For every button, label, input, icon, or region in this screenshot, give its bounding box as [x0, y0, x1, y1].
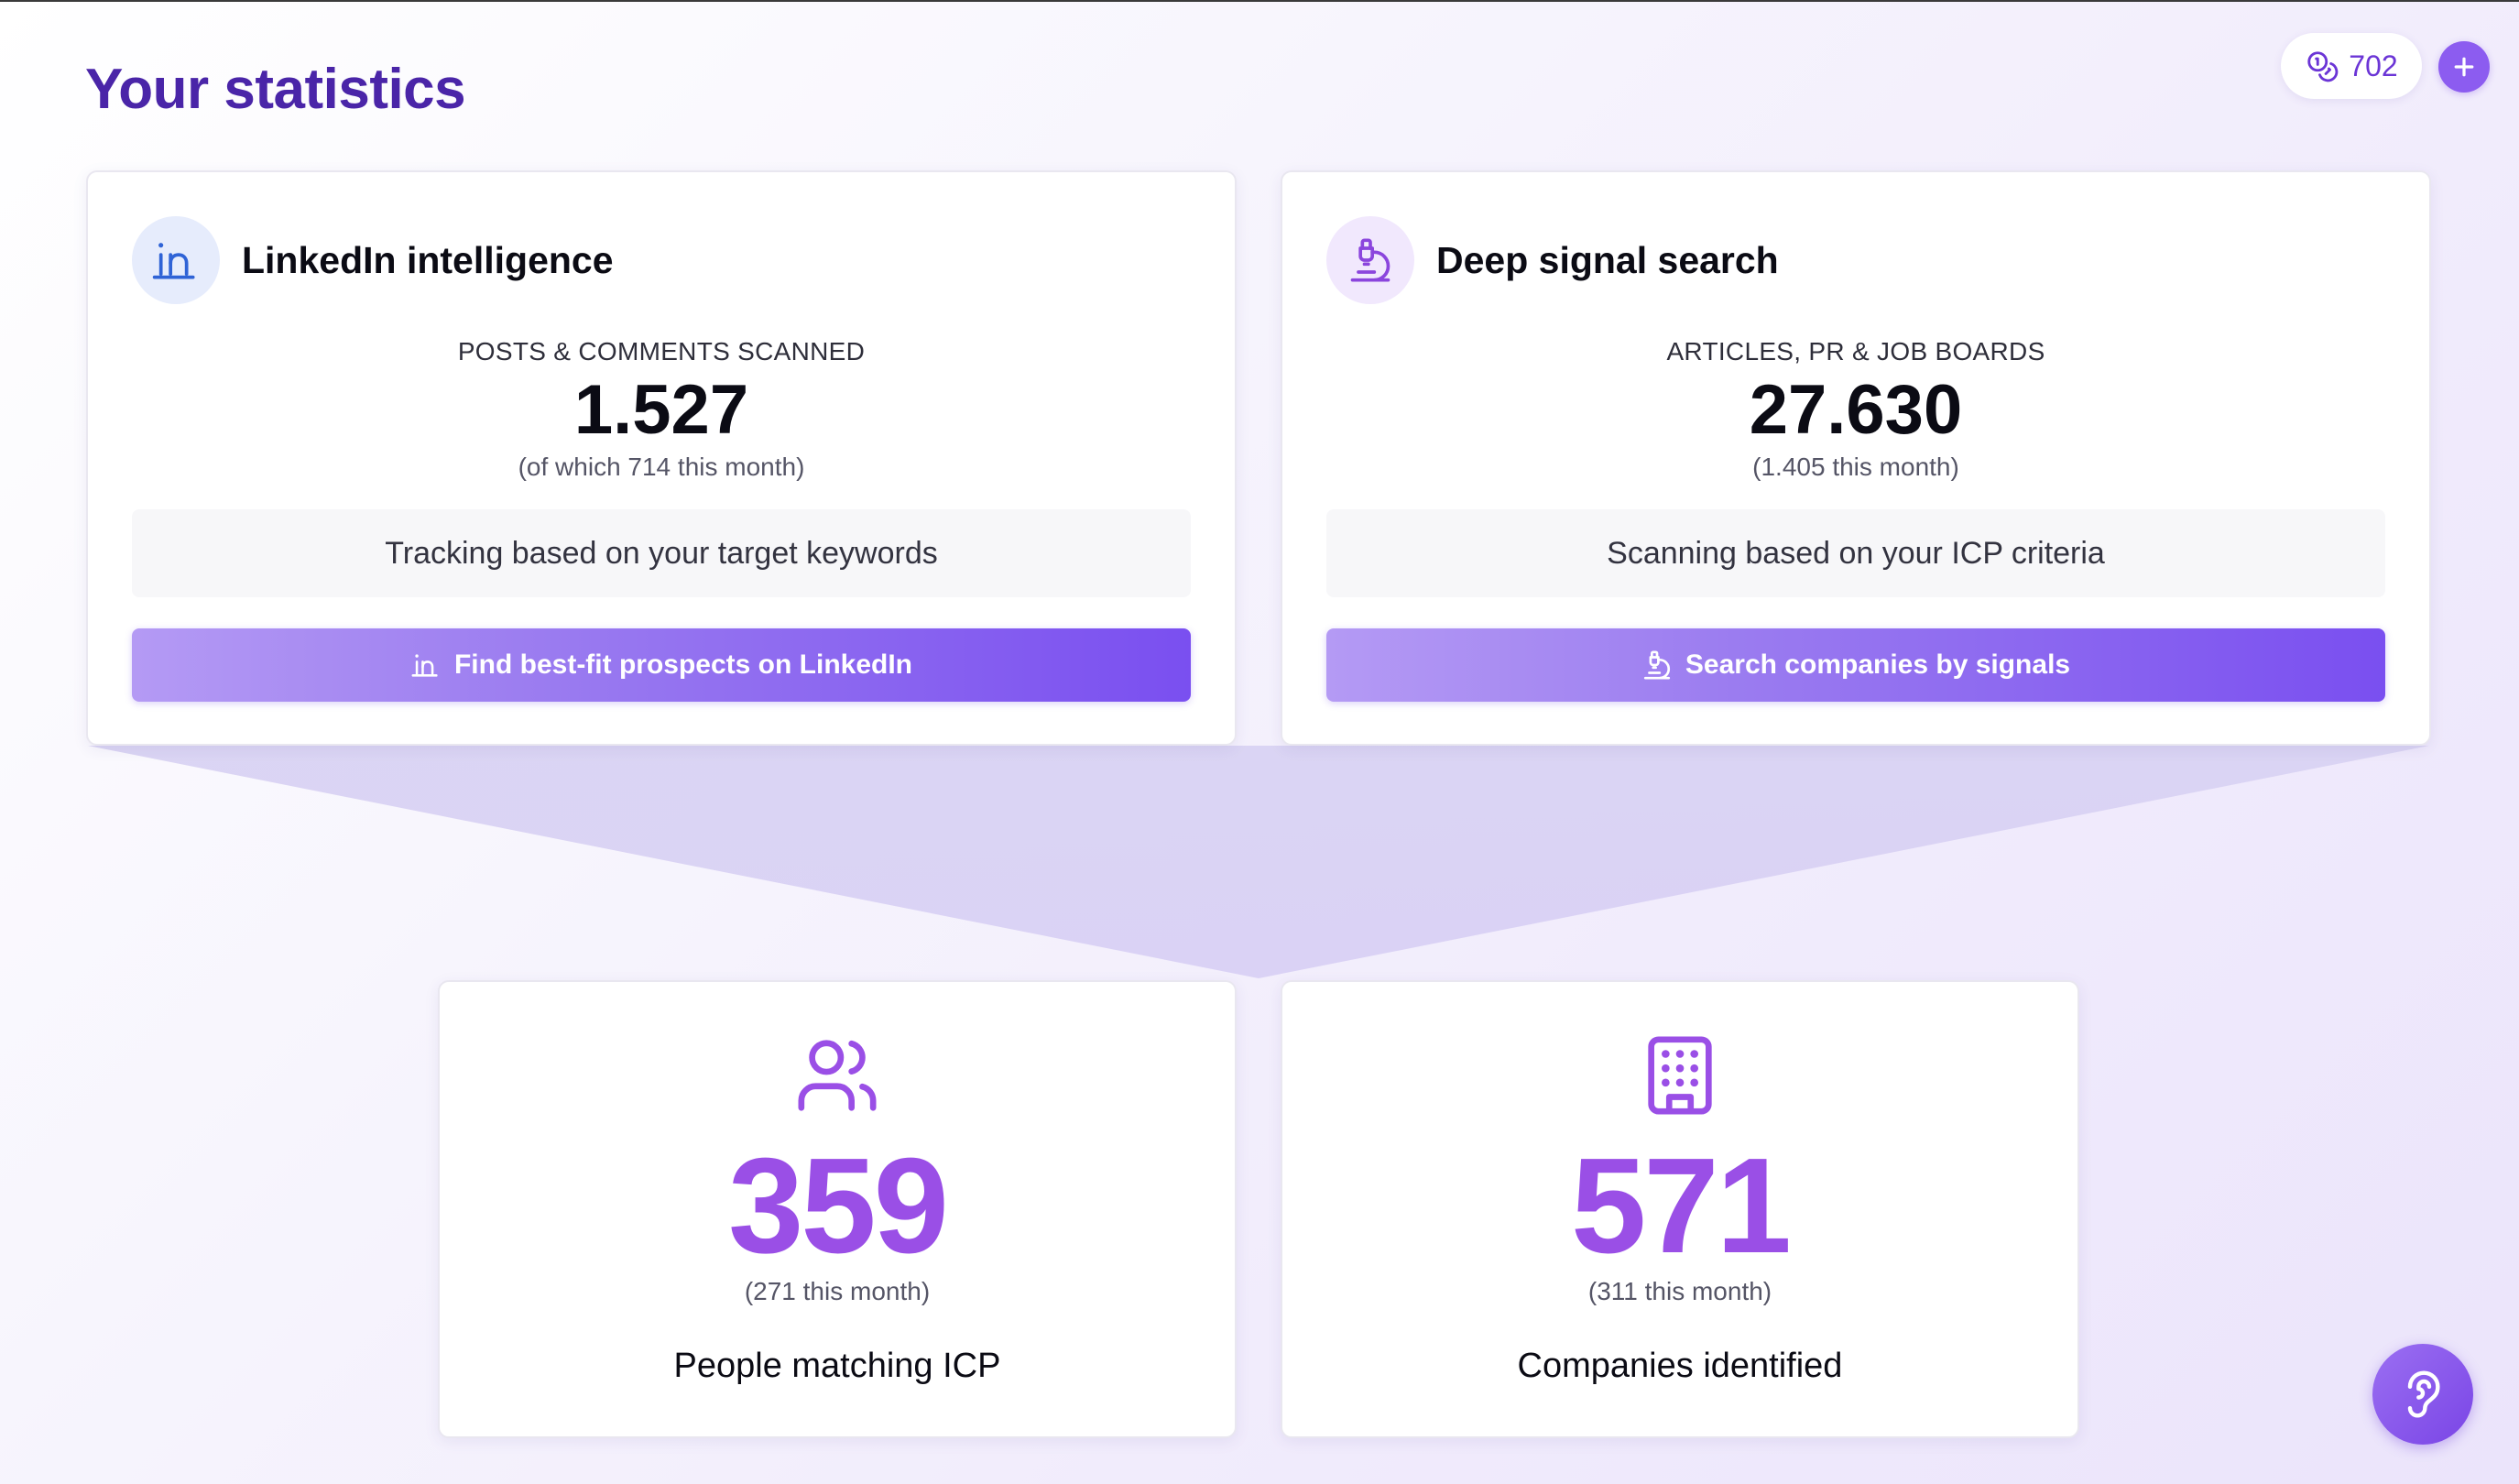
tracking-info: Tracking based on your target keywords: [132, 509, 1191, 597]
help-button[interactable]: [2372, 1344, 2473, 1445]
stat-monthly: (1.405 this month): [1752, 453, 1959, 481]
people-count: 359: [728, 1130, 949, 1282]
coins-icon: [2305, 49, 2339, 83]
stat-monthly: (of which 714 this month): [518, 453, 805, 481]
page-title: Your statistics: [85, 58, 466, 121]
linkedin-icon: [410, 649, 442, 681]
window-top-border: [0, 0, 2519, 2]
search-companies-button[interactable]: Search companies by signals: [1326, 628, 2385, 702]
card-title: LinkedIn intelligence: [242, 238, 614, 281]
people-label: People matching ICP: [673, 1347, 1001, 1385]
card-title: Deep signal search: [1436, 238, 1779, 281]
stat-label: ARTICLES, PR & JOB BOARDS: [1666, 337, 2045, 366]
linkedin-intelligence-card: LinkedIn intelligence POSTS & COMMENTS S…: [86, 170, 1237, 746]
linkedin-icon: [132, 216, 220, 304]
stat-value: 1.527: [573, 371, 749, 449]
people-matching-card: 359 (271 this month) People matching ICP: [438, 980, 1237, 1438]
building-icon: [1636, 1031, 1724, 1119]
button-label: Search companies by signals: [1685, 649, 2071, 680]
card-header: Deep signal search: [1326, 216, 1779, 304]
deep-signal-search-card: Deep signal search ARTICLES, PR & JOB BO…: [1281, 170, 2431, 746]
companies-monthly: (311 this month): [1587, 1277, 1772, 1305]
find-prospects-button[interactable]: Find best-fit prospects on LinkedIn: [132, 628, 1191, 702]
companies-count: 571: [1571, 1130, 1792, 1282]
stat-label: POSTS & COMMENTS SCANNED: [457, 337, 866, 366]
plus-icon: [2454, 57, 2474, 77]
microscope-icon: [1326, 216, 1414, 304]
ear-icon: [2407, 1370, 2440, 1418]
users-icon: [793, 1031, 881, 1119]
people-monthly: (271 this month): [744, 1277, 931, 1305]
button-label: Find best-fit prospects on LinkedIn: [453, 649, 912, 680]
scanning-info: Scanning based on your ICP criteria: [1326, 509, 2385, 597]
add-credits-button[interactable]: [2438, 41, 2490, 93]
stat-value: 27.630: [1749, 371, 1963, 449]
scanned-stat: ARTICLES, PR & JOB BOARDS 27.630 (1.405 …: [1282, 337, 2429, 482]
companies-label: Companies identified: [1517, 1347, 1843, 1385]
credits-value: 702: [2349, 49, 2398, 82]
companies-identified-card: 571 (311 this month) Companies identifie…: [1281, 980, 2079, 1438]
microscope-icon: [1641, 649, 1673, 681]
card-header: LinkedIn intelligence: [132, 216, 614, 304]
scanned-stat: POSTS & COMMENTS SCANNED 1.527 (of which…: [88, 337, 1235, 482]
credits-balance[interactable]: 702: [2281, 33, 2422, 99]
